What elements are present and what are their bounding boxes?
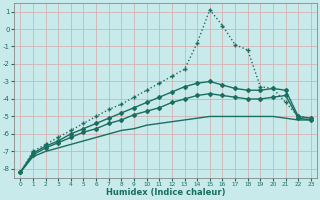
X-axis label: Humidex (Indice chaleur): Humidex (Indice chaleur) [106,188,225,197]
